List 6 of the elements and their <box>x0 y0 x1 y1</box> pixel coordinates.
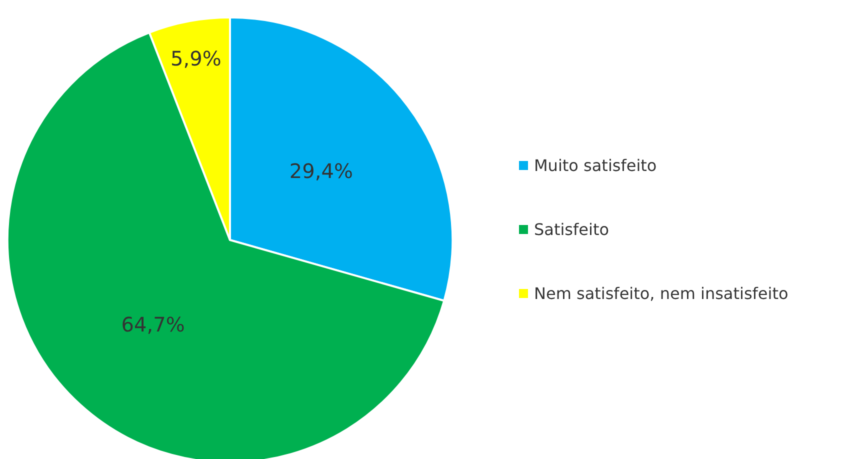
legend-label: Muito satisfeito <box>534 156 657 175</box>
data-label: 29,4% <box>289 159 353 184</box>
data-label: 64,7% <box>121 312 185 337</box>
legend-label: Nem satisfeito, nem insatisfeito <box>534 284 788 303</box>
data-label: 5,9% <box>170 46 222 70</box>
legend-label: Satisfeito <box>534 220 609 239</box>
